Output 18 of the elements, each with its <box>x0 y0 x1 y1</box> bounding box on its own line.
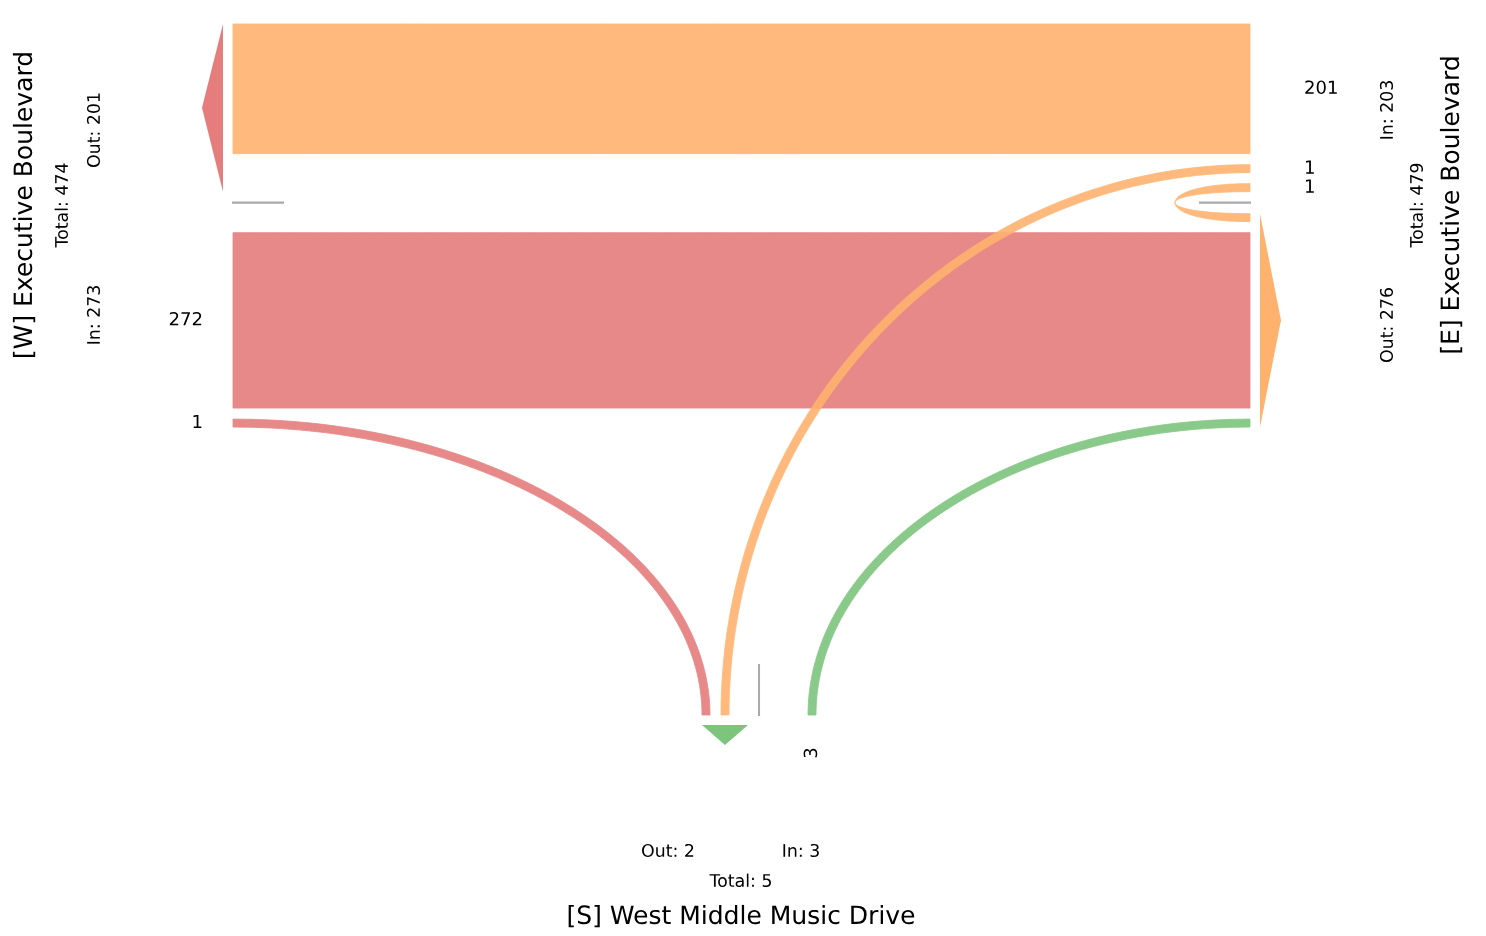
data-label: 272 <box>169 311 202 326</box>
text: Out: 201 <box>86 93 101 168</box>
text: In: 3 <box>783 843 819 858</box>
data-label: 1 <box>193 414 202 429</box>
category-label: [W] Executive Boulevard <box>12 53 36 357</box>
data-label: 201 <box>1305 80 1337 95</box>
text: Out: 276 <box>1379 288 1394 363</box>
data-label: 3 <box>803 748 818 758</box>
category-label: [S] West Middle Music Drive <box>568 904 915 928</box>
data-label: 1 <box>1305 179 1314 193</box>
text: Total: 474 <box>54 163 69 248</box>
category-label: [E] Executive Boulevard <box>1439 57 1463 353</box>
text: Out: 2 <box>642 843 694 858</box>
text: Total: 479 <box>1409 163 1424 248</box>
text: Total: 5 <box>709 873 771 888</box>
data-label: 1 <box>1305 160 1314 174</box>
text: In: 273 <box>86 286 101 344</box>
text: In: 203 <box>1379 81 1394 139</box>
